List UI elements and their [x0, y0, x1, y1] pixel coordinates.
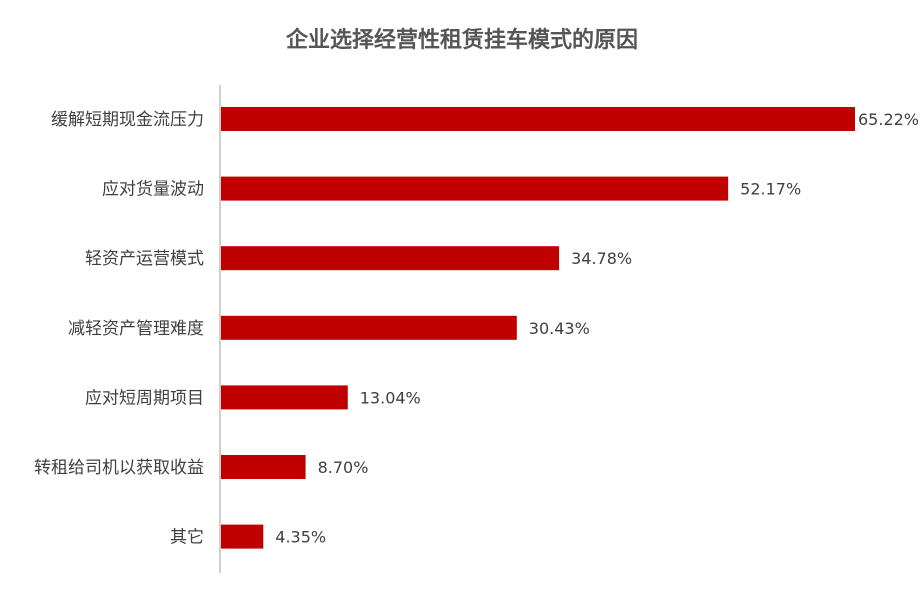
category-label: 转租给司机以获取收益: [34, 458, 204, 478]
bar: [221, 455, 306, 479]
value-label: 13.04%: [360, 388, 421, 407]
value-label: 4.35%: [275, 528, 326, 547]
value-label: 65.22%: [858, 110, 919, 129]
value-label: 30.43%: [529, 319, 590, 338]
category-label: 轻资产运营模式: [85, 249, 204, 269]
bar: [221, 524, 264, 549]
category-label: 应对短周期项目: [85, 388, 204, 408]
value-label: 8.70%: [318, 458, 369, 477]
value-label: 34.78%: [571, 249, 632, 268]
bar: [221, 107, 855, 131]
bar: [221, 176, 729, 201]
category-label: 应对货量波动: [102, 180, 204, 200]
category-label: 减轻资产管理难度: [68, 319, 204, 339]
category-label: 其它: [170, 528, 204, 548]
category-label: 缓解短期现金流压力: [51, 110, 204, 130]
value-label: 52.17%: [740, 180, 801, 199]
bar: [221, 246, 560, 271]
chart-title: 企业选择经营性租赁挂车模式的原因: [285, 28, 638, 53]
bar: [221, 315, 517, 340]
bar: [221, 385, 348, 410]
